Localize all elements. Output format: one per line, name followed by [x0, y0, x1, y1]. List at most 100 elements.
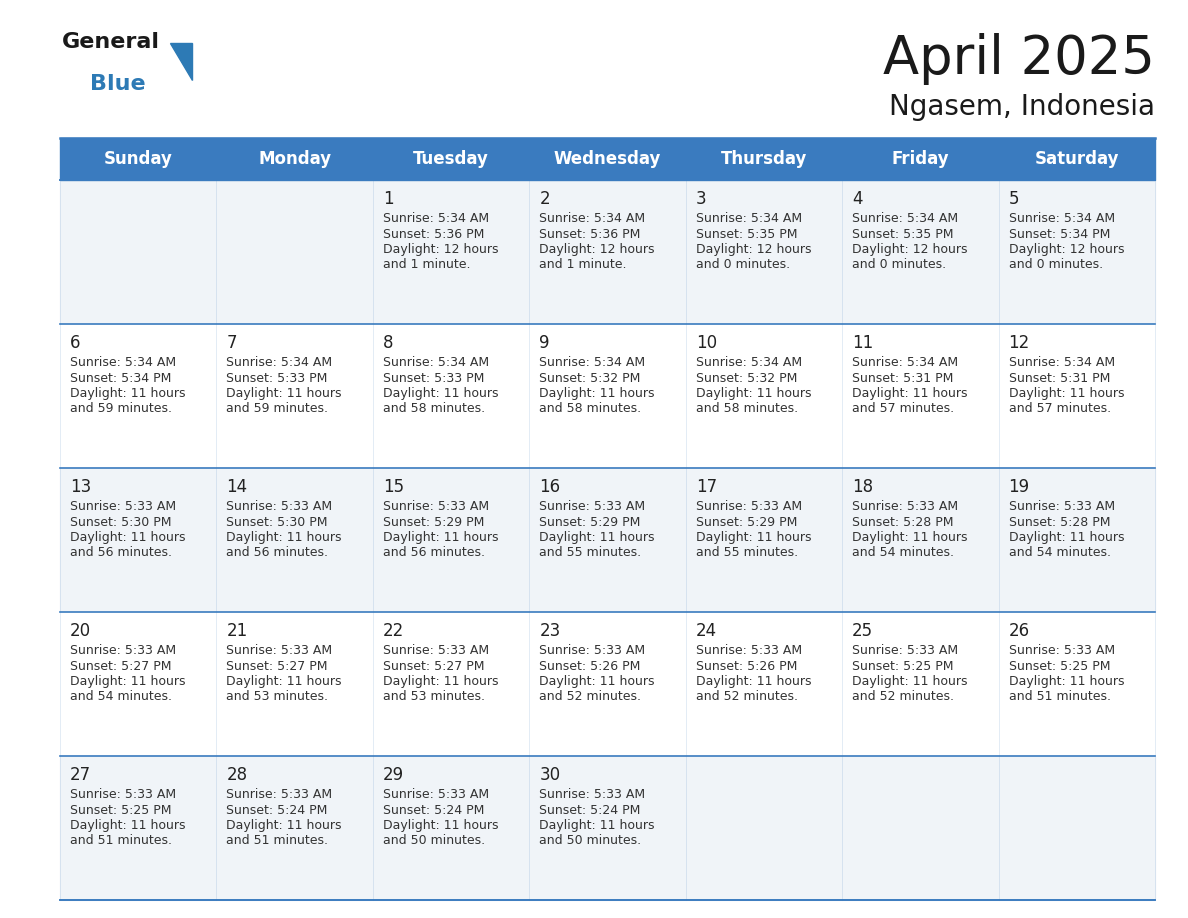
- Text: and 58 minutes.: and 58 minutes.: [696, 402, 798, 416]
- Text: 5: 5: [1009, 190, 1019, 208]
- Text: 19: 19: [1009, 478, 1030, 496]
- Text: Daylight: 12 hours: Daylight: 12 hours: [539, 243, 655, 256]
- Text: 8: 8: [383, 334, 393, 352]
- Text: Sunrise: 5:33 AM: Sunrise: 5:33 AM: [383, 644, 489, 657]
- Text: and 0 minutes.: and 0 minutes.: [696, 259, 790, 272]
- Text: Sunrise: 5:33 AM: Sunrise: 5:33 AM: [539, 644, 645, 657]
- Text: Sunrise: 5:33 AM: Sunrise: 5:33 AM: [70, 644, 176, 657]
- Text: Sunset: 5:27 PM: Sunset: 5:27 PM: [383, 659, 485, 673]
- Text: Daylight: 11 hours: Daylight: 11 hours: [227, 675, 342, 688]
- Text: 15: 15: [383, 478, 404, 496]
- Bar: [530, 756, 685, 900]
- Text: Daylight: 11 hours: Daylight: 11 hours: [1009, 675, 1124, 688]
- Bar: [373, 180, 530, 324]
- Text: 25: 25: [852, 622, 873, 640]
- Text: and 54 minutes.: and 54 minutes.: [70, 690, 172, 703]
- Text: Blue: Blue: [90, 74, 146, 94]
- Bar: [999, 756, 1155, 900]
- Text: and 56 minutes.: and 56 minutes.: [227, 546, 328, 559]
- Text: 13: 13: [70, 478, 91, 496]
- Bar: [685, 468, 842, 612]
- Text: Daylight: 12 hours: Daylight: 12 hours: [1009, 243, 1124, 256]
- Text: Sunrise: 5:33 AM: Sunrise: 5:33 AM: [696, 500, 802, 513]
- Text: 22: 22: [383, 622, 404, 640]
- Text: and 57 minutes.: and 57 minutes.: [1009, 402, 1111, 416]
- Text: 14: 14: [227, 478, 247, 496]
- Polygon shape: [170, 43, 192, 80]
- Bar: [61, 756, 216, 900]
- Bar: [530, 324, 685, 468]
- Text: 12: 12: [1009, 334, 1030, 352]
- Text: Daylight: 11 hours: Daylight: 11 hours: [539, 675, 655, 688]
- Text: Sunset: 5:24 PM: Sunset: 5:24 PM: [383, 803, 485, 816]
- Text: Sunrise: 5:33 AM: Sunrise: 5:33 AM: [1009, 500, 1114, 513]
- Bar: [61, 324, 216, 468]
- Text: Tuesday: Tuesday: [413, 150, 489, 168]
- Text: and 55 minutes.: and 55 minutes.: [696, 546, 798, 559]
- Text: Sunset: 5:34 PM: Sunset: 5:34 PM: [1009, 228, 1110, 241]
- Text: 28: 28: [227, 766, 247, 784]
- Text: Daylight: 11 hours: Daylight: 11 hours: [227, 819, 342, 832]
- Bar: [842, 612, 999, 756]
- Text: 1: 1: [383, 190, 393, 208]
- Bar: [216, 180, 373, 324]
- Text: Daylight: 11 hours: Daylight: 11 hours: [227, 531, 342, 544]
- Text: Sunrise: 5:33 AM: Sunrise: 5:33 AM: [70, 788, 176, 801]
- Text: Sunset: 5:33 PM: Sunset: 5:33 PM: [383, 372, 485, 385]
- Text: Sunset: 5:26 PM: Sunset: 5:26 PM: [539, 659, 640, 673]
- Text: Daylight: 11 hours: Daylight: 11 hours: [227, 387, 342, 400]
- Text: Sunrise: 5:33 AM: Sunrise: 5:33 AM: [227, 500, 333, 513]
- Bar: [842, 180, 999, 324]
- Bar: [685, 324, 842, 468]
- Text: and 57 minutes.: and 57 minutes.: [852, 402, 954, 416]
- Text: Sunset: 5:25 PM: Sunset: 5:25 PM: [852, 659, 954, 673]
- Bar: [999, 324, 1155, 468]
- Text: and 50 minutes.: and 50 minutes.: [383, 834, 485, 847]
- Text: Sunset: 5:31 PM: Sunset: 5:31 PM: [852, 372, 954, 385]
- Text: Sunrise: 5:33 AM: Sunrise: 5:33 AM: [852, 500, 959, 513]
- Text: Sunset: 5:28 PM: Sunset: 5:28 PM: [852, 516, 954, 529]
- Text: Sunrise: 5:33 AM: Sunrise: 5:33 AM: [1009, 644, 1114, 657]
- Text: Sunset: 5:26 PM: Sunset: 5:26 PM: [696, 659, 797, 673]
- Text: Daylight: 11 hours: Daylight: 11 hours: [1009, 531, 1124, 544]
- Text: Sunrise: 5:33 AM: Sunrise: 5:33 AM: [70, 500, 176, 513]
- Text: Sunrise: 5:34 AM: Sunrise: 5:34 AM: [1009, 356, 1114, 369]
- Text: and 52 minutes.: and 52 minutes.: [696, 690, 797, 703]
- Text: Sunrise: 5:33 AM: Sunrise: 5:33 AM: [227, 644, 333, 657]
- Text: Sunset: 5:29 PM: Sunset: 5:29 PM: [383, 516, 485, 529]
- Text: Monday: Monday: [258, 150, 331, 168]
- Text: Sunrise: 5:34 AM: Sunrise: 5:34 AM: [539, 212, 645, 225]
- Text: Sunset: 5:29 PM: Sunset: 5:29 PM: [696, 516, 797, 529]
- Text: Friday: Friday: [891, 150, 949, 168]
- Text: and 56 minutes.: and 56 minutes.: [383, 546, 485, 559]
- Text: 4: 4: [852, 190, 862, 208]
- Bar: [373, 468, 530, 612]
- Bar: [61, 138, 1155, 180]
- Text: Daylight: 11 hours: Daylight: 11 hours: [539, 531, 655, 544]
- Text: and 59 minutes.: and 59 minutes.: [227, 402, 328, 416]
- Text: Sunset: 5:32 PM: Sunset: 5:32 PM: [696, 372, 797, 385]
- Text: 30: 30: [539, 766, 561, 784]
- Text: and 59 minutes.: and 59 minutes.: [70, 402, 172, 416]
- Text: 6: 6: [70, 334, 81, 352]
- Text: Sunrise: 5:34 AM: Sunrise: 5:34 AM: [383, 212, 489, 225]
- Text: Sunrise: 5:34 AM: Sunrise: 5:34 AM: [1009, 212, 1114, 225]
- Text: and 55 minutes.: and 55 minutes.: [539, 546, 642, 559]
- Text: Sunrise: 5:34 AM: Sunrise: 5:34 AM: [70, 356, 176, 369]
- Bar: [685, 612, 842, 756]
- Text: and 51 minutes.: and 51 minutes.: [70, 834, 172, 847]
- Bar: [530, 180, 685, 324]
- Bar: [685, 756, 842, 900]
- Text: and 50 minutes.: and 50 minutes.: [539, 834, 642, 847]
- Text: and 0 minutes.: and 0 minutes.: [1009, 259, 1102, 272]
- Text: and 53 minutes.: and 53 minutes.: [383, 690, 485, 703]
- Text: Sunrise: 5:33 AM: Sunrise: 5:33 AM: [852, 644, 959, 657]
- Text: and 54 minutes.: and 54 minutes.: [1009, 546, 1111, 559]
- Text: Sunrise: 5:33 AM: Sunrise: 5:33 AM: [539, 500, 645, 513]
- Text: Wednesday: Wednesday: [554, 150, 662, 168]
- Text: Sunrise: 5:34 AM: Sunrise: 5:34 AM: [696, 356, 802, 369]
- Text: 9: 9: [539, 334, 550, 352]
- Text: Sunset: 5:36 PM: Sunset: 5:36 PM: [383, 228, 485, 241]
- Text: Daylight: 11 hours: Daylight: 11 hours: [539, 819, 655, 832]
- Text: 11: 11: [852, 334, 873, 352]
